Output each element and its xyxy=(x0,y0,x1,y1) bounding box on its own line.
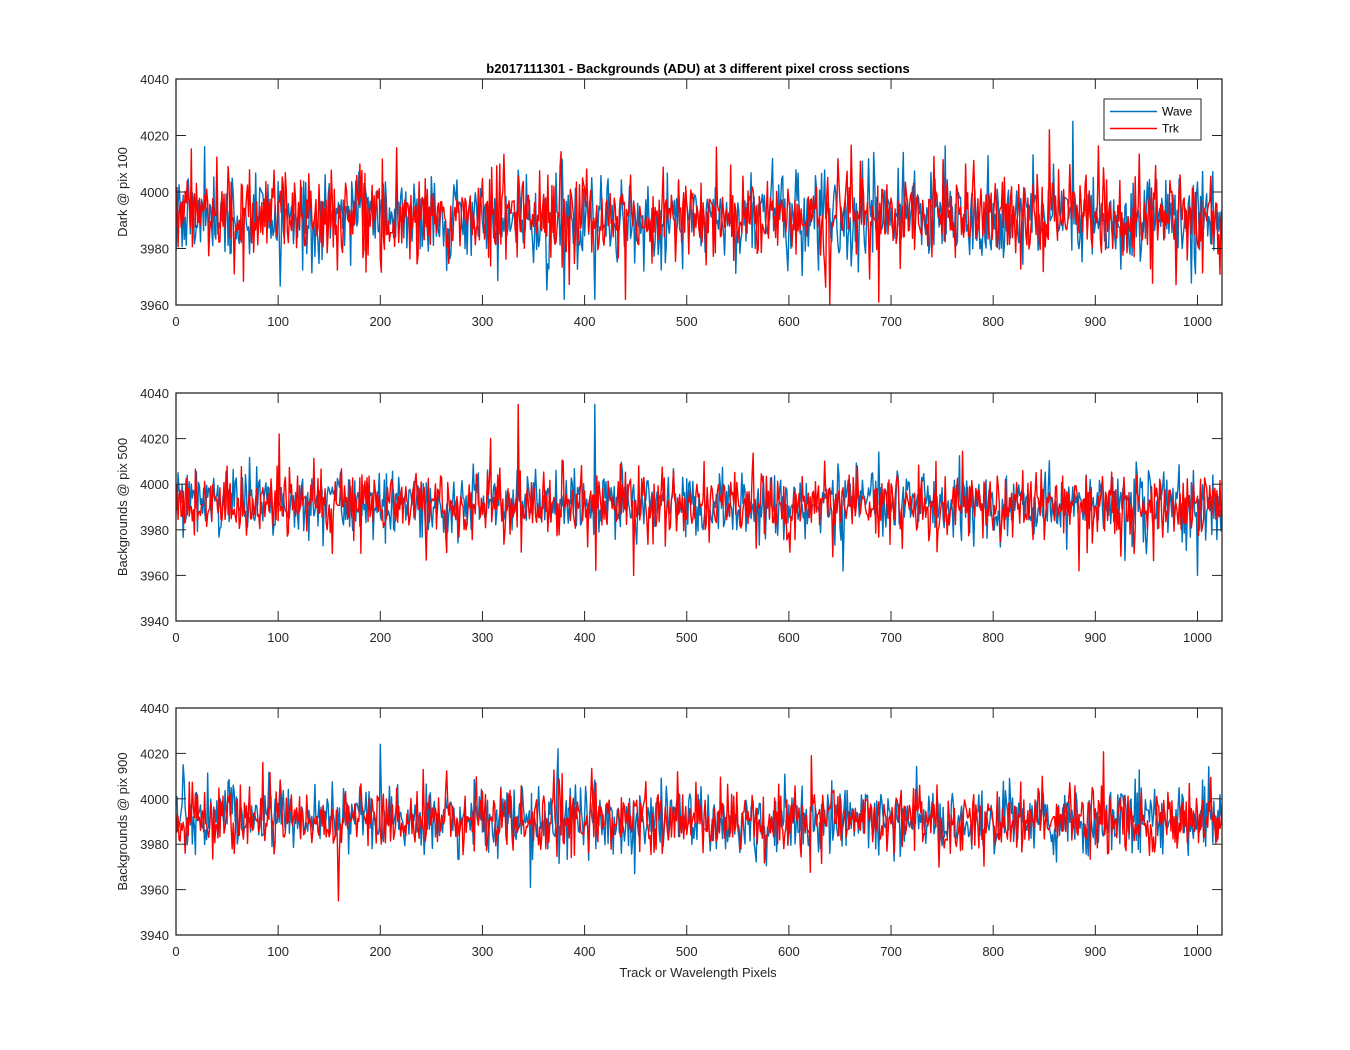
x-tick-label: 900 xyxy=(1084,630,1106,645)
legend-label-trk: Trk xyxy=(1162,122,1180,136)
x-tick-label: 0 xyxy=(172,314,179,329)
y-tick-label: 3940 xyxy=(140,928,169,943)
x-tick-label: 700 xyxy=(880,314,902,329)
y-tick-label: 4020 xyxy=(140,129,169,144)
axes-box xyxy=(175,707,1223,936)
y-axis-label: Backgrounds @ pix 900 xyxy=(115,752,130,890)
y-tick-label: 3960 xyxy=(140,883,169,898)
x-tick-label: 700 xyxy=(880,944,902,959)
x-tick-label: 300 xyxy=(472,630,494,645)
x-tick-label: 100 xyxy=(267,630,289,645)
x-tick-label: 0 xyxy=(172,944,179,959)
y-tick-label: 4000 xyxy=(140,185,169,200)
y-tick-label: 4040 xyxy=(140,72,169,87)
x-tick-label: 800 xyxy=(982,944,1004,959)
x-tick-label: 200 xyxy=(369,314,391,329)
x-tick-label: 1000 xyxy=(1183,944,1212,959)
y-axis-label: Backgrounds @ pix 500 xyxy=(115,438,130,576)
y-tick-label: 3960 xyxy=(140,298,169,313)
x-tick-label: 1000 xyxy=(1183,314,1212,329)
y-tick-label: 3980 xyxy=(140,242,169,257)
x-tick-label: 600 xyxy=(778,314,800,329)
x-tick-label: 800 xyxy=(982,630,1004,645)
series-line-trk xyxy=(176,129,1222,305)
y-tick-label: 3980 xyxy=(140,837,169,852)
x-tick-label: 400 xyxy=(574,630,596,645)
legend-label-wave: Wave xyxy=(1162,105,1193,119)
legend-box xyxy=(1103,98,1202,141)
x-tick-label: 600 xyxy=(778,944,800,959)
x-tick-label: 500 xyxy=(676,314,698,329)
x-tick-label: 100 xyxy=(267,314,289,329)
x-tick-label: 300 xyxy=(472,944,494,959)
y-axis-label: Dark @ pix 100 xyxy=(115,147,130,237)
x-tick-label: 600 xyxy=(778,630,800,645)
x-tick-label: 700 xyxy=(880,630,902,645)
y-tick-label: 4000 xyxy=(140,477,169,492)
x-tick-label: 0 xyxy=(172,630,179,645)
x-axis-label: Track or Wavelength Pixels xyxy=(619,965,777,980)
y-tick-label: 3980 xyxy=(140,523,169,538)
legend: Wave Trk xyxy=(1103,98,1202,141)
x-tick-label: 800 xyxy=(982,314,1004,329)
y-tick-label: 4000 xyxy=(140,792,169,807)
x-tick-label: 500 xyxy=(676,944,698,959)
subplot-1: 0 100 200 300 400 500 600 700 800 900 1000 3960 3980… xyxy=(115,72,1223,329)
x-tick-label: 200 xyxy=(369,630,391,645)
x-tick-label: 300 xyxy=(472,314,494,329)
x-tick-label: 1000 xyxy=(1183,630,1212,645)
y-tick-label: 4040 xyxy=(140,386,169,401)
y-tick-label: 3960 xyxy=(140,568,169,583)
subplots: 0 100 200 300 400 500 600 700 800 900 100039603980… xyxy=(115,72,1223,959)
x-tick-label: 400 xyxy=(574,944,596,959)
y-tick-label: 4020 xyxy=(140,432,169,447)
series-line-trk xyxy=(176,403,1222,577)
x-tick-label: 100 xyxy=(267,944,289,959)
x-tick-label: 400 xyxy=(574,314,596,329)
x-tick-label: 200 xyxy=(369,944,391,959)
series-line-trk xyxy=(176,751,1222,902)
x-tick-label: 900 xyxy=(1084,314,1106,329)
axes-box xyxy=(175,392,1223,622)
x-tick-label: 900 xyxy=(1084,944,1106,959)
chart-title: b2017111301 - Backgrounds (ADU) at 3 dif… xyxy=(486,61,909,76)
x-tick-label: 500 xyxy=(676,630,698,645)
y-tick-label: 4020 xyxy=(140,746,169,761)
y-tick-label: 4040 xyxy=(140,701,169,716)
subplot-2: 0 100 200 300 400 500 600 700 800 900 1000 3940 3960… xyxy=(115,386,1223,645)
y-tick-label: 3940 xyxy=(140,614,169,629)
subplot-3: 0 100 200 300 400 500 600 700 800 900 1000 3940 3960… xyxy=(115,701,1223,959)
